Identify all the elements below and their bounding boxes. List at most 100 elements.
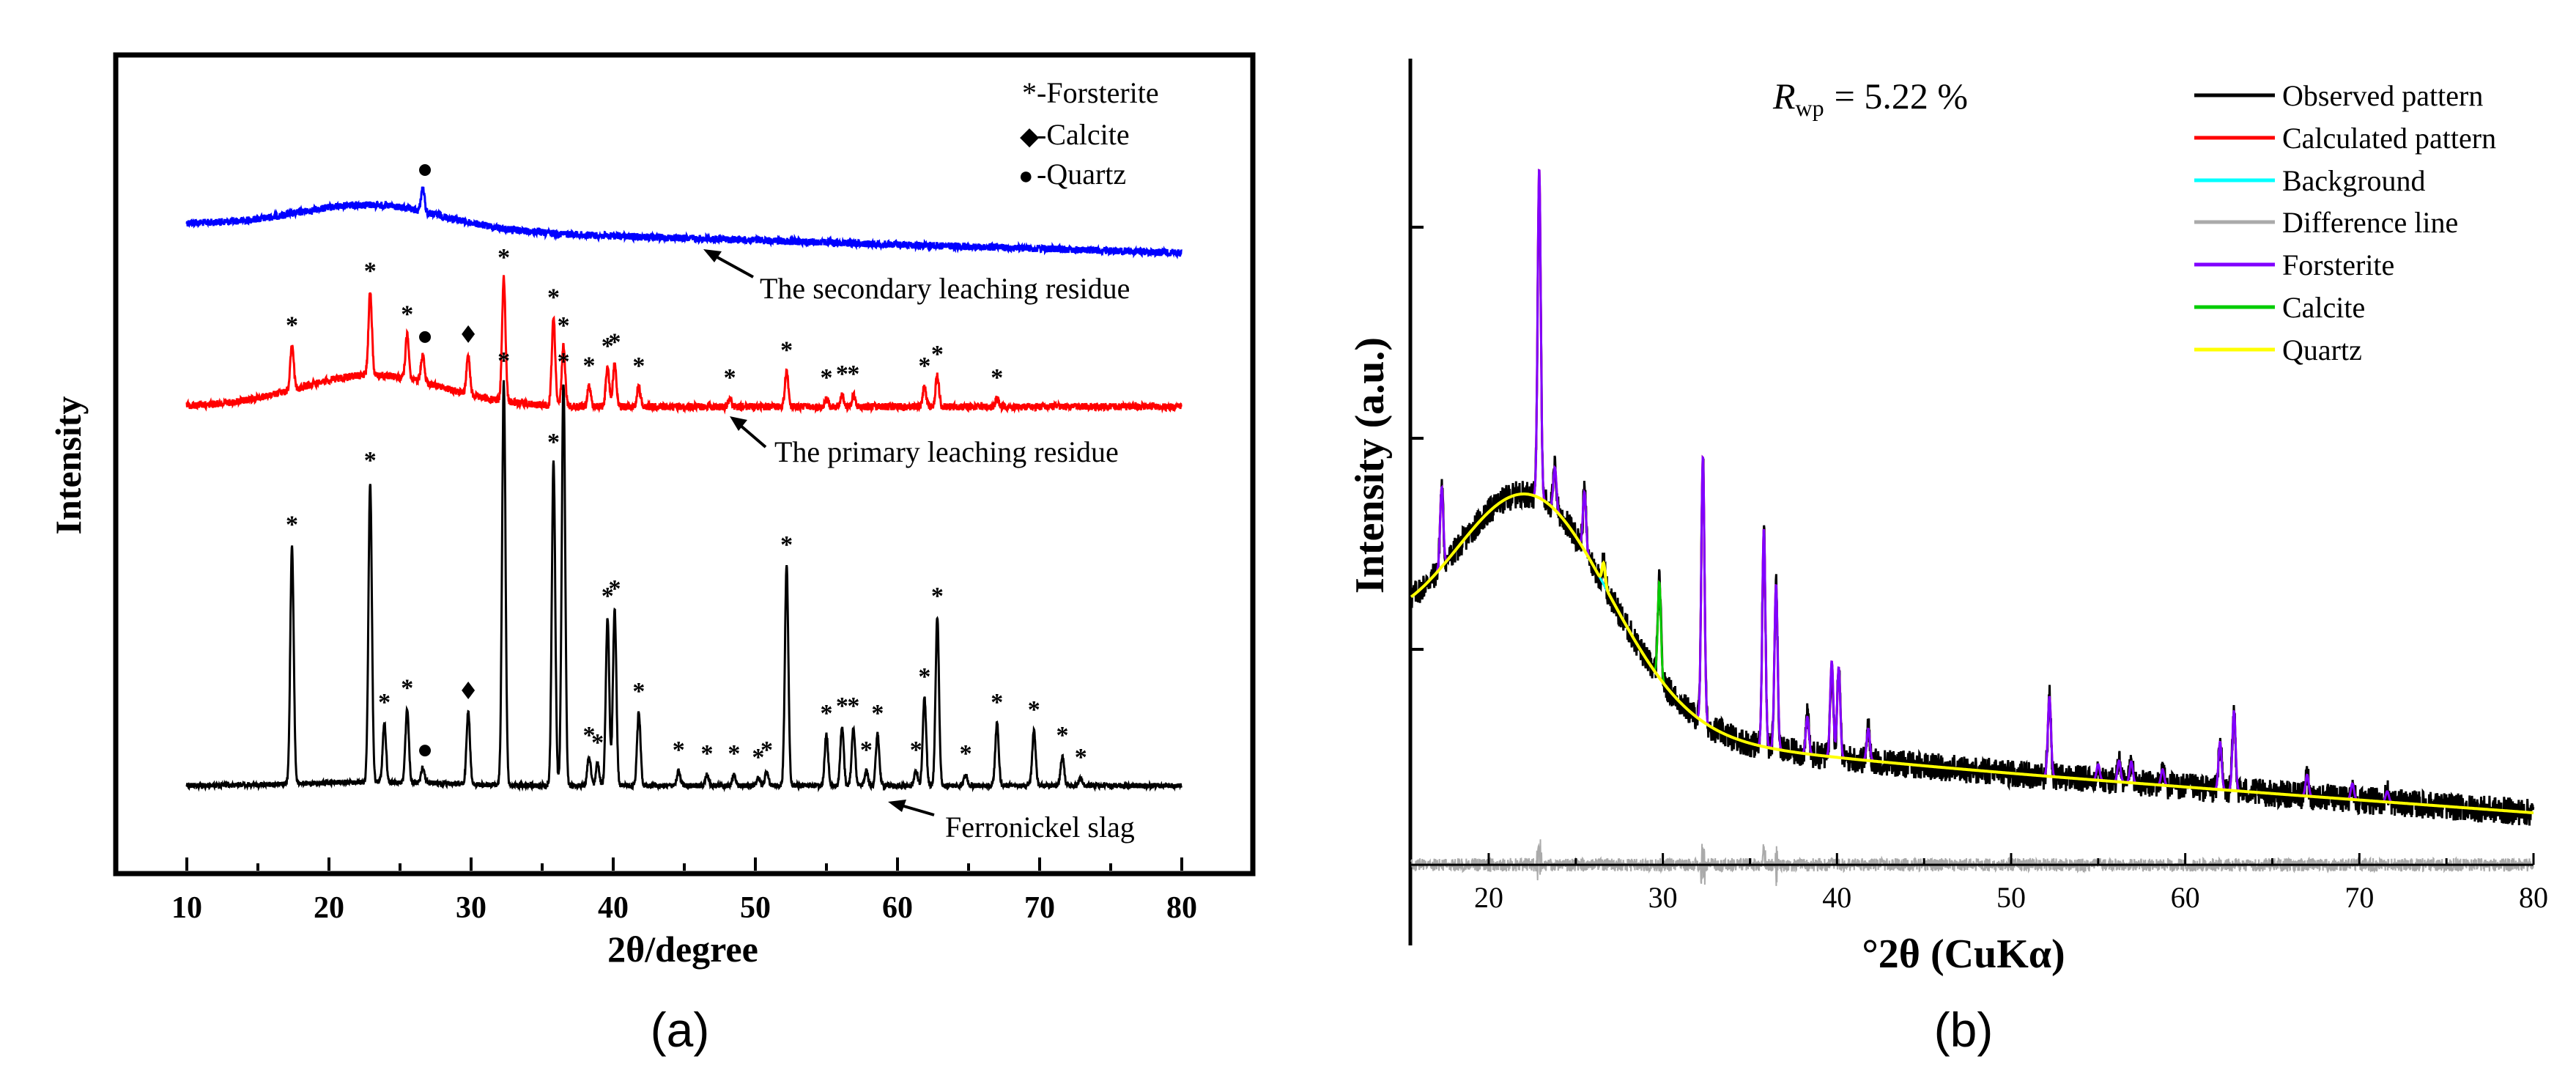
legend-a-forsterite-symbol: * xyxy=(1022,76,1037,109)
forsterite-peak-marker: * xyxy=(724,364,736,391)
forsterite-peak-marker: * xyxy=(558,312,570,339)
forsterite-peak-marker: * xyxy=(632,678,645,705)
rwp-symbol: R xyxy=(1772,75,1796,117)
x-tick-label-a: 20 xyxy=(314,891,344,925)
annotation-ferronickel-slag: Ferronickel slag xyxy=(945,811,1135,844)
panel-a: ********** *** ** * *************** * * **** ***… xyxy=(48,52,1256,1057)
plot-frame-a xyxy=(113,52,1256,877)
x-tick-label-b: 70 xyxy=(2344,881,2374,914)
forsterite-peak-marker: * xyxy=(1075,744,1087,771)
legend-b: Observed pattern Calculated pattern Back… xyxy=(2194,79,2496,366)
legend-a-quartz-label: -Quartz xyxy=(1037,158,1126,191)
calcite-peak-marker xyxy=(462,682,475,700)
panel-label-a: (a) xyxy=(651,1003,710,1057)
x-tick-label-a: 50 xyxy=(740,891,771,925)
legend-b-forsterite-label: Forsterite xyxy=(2282,248,2394,281)
forsterite-peak-marker: * xyxy=(931,341,944,368)
y-axis-label-a: Intensity xyxy=(48,396,89,535)
forsterite-peak-marker: * xyxy=(632,353,645,380)
calcite-peak-marker xyxy=(462,325,475,343)
forsterite-peak-marker: * xyxy=(558,348,570,375)
quartz-peak-marker xyxy=(419,745,432,757)
forsterite-peak-marker: * xyxy=(602,333,614,360)
forsterite-peak-marker: * xyxy=(728,740,740,767)
rwp-subscript: wp xyxy=(1796,95,1824,121)
forsterite-peak-marker: * xyxy=(497,244,510,271)
legend-a: * -Forsterite ◆ -Calcite ● -Quartz xyxy=(1018,76,1159,191)
forsterite-peak-marker: * xyxy=(701,740,714,767)
rwp-annotation: Rwp = 5.22 % xyxy=(1772,75,1968,121)
x-tick-label-b: 80 xyxy=(2519,881,2548,914)
forsterite-peak-marker: * xyxy=(991,689,1003,716)
arrowhead-secondary-residue xyxy=(703,249,722,262)
y-axis-label-b: Intensity (a.u.) xyxy=(1347,337,1393,594)
x-tick-label-a: 70 xyxy=(1024,891,1055,925)
forsterite-peak-marker: * xyxy=(591,729,604,756)
legend-b-calcite-label: Calcite xyxy=(2282,291,2365,324)
x-tick-label-b: 50 xyxy=(1996,881,2026,914)
quartz-peak-marker xyxy=(419,331,432,343)
chart-a-peak-markers: ********** *** ** * *************** * * **** ***… xyxy=(286,164,1087,771)
forsterite-peak-marker: * xyxy=(1056,722,1069,749)
legend-a-calcite-label: -Calcite xyxy=(1037,118,1130,151)
annotation-secondary-residue: The secondary leaching residue xyxy=(760,272,1130,305)
forsterite-peak-marker: * xyxy=(752,744,764,771)
forsterite-peak-marker: * xyxy=(608,328,621,355)
forsterite-peak-marker: * xyxy=(910,737,922,764)
panel-label-b: (b) xyxy=(1934,1003,1994,1057)
legend-a-quartz-symbol: ● xyxy=(1018,163,1034,190)
x-tick-label-a: 80 xyxy=(1166,891,1197,925)
forsterite-peak-marker: * xyxy=(401,675,413,702)
forsterite-peak-marker: * xyxy=(918,353,930,380)
series-line-the-primary-leaching-residue xyxy=(185,275,1182,415)
forsterite-peak-marker: * xyxy=(608,575,621,602)
x-axis-label-b: °2θ (CuKα) xyxy=(1862,931,2065,977)
difference-line xyxy=(1410,839,2534,886)
x-tick-label-b: 60 xyxy=(2171,881,2200,914)
forsterite-peak-marker: * xyxy=(547,284,560,311)
forsterite-peak-marker: * xyxy=(497,347,510,375)
forsterite-peak-marker: * xyxy=(931,583,944,610)
legend-b-quartz-label: Quartz xyxy=(2282,333,2362,366)
series-line-ferronickel-slag xyxy=(185,380,1182,793)
forsterite-peak-marker: * xyxy=(918,663,930,690)
observed-pattern-line xyxy=(1410,181,2535,826)
x-tick-label-b: 20 xyxy=(1474,881,1503,914)
forsterite-peak-marker: * xyxy=(673,737,685,764)
forsterite-peak-marker: * xyxy=(871,700,884,727)
forsterite-peak-marker: * xyxy=(860,737,873,764)
quartz-peak-marker xyxy=(419,164,432,177)
x-tick-label-b: 40 xyxy=(1822,881,1851,914)
series-line-the-secondary-leaching-residue xyxy=(185,186,1182,259)
quartz-line xyxy=(1410,492,2534,814)
forsterite-peak-marker: * xyxy=(378,689,391,716)
forsterite-peak-marker: * xyxy=(847,693,859,720)
legend-b-observed-label: Observed pattern xyxy=(2282,79,2483,112)
forsterite-peak-marker: * xyxy=(821,700,833,727)
forsterite-peak-marker: * xyxy=(780,531,793,558)
forsterite-peak-marker: * xyxy=(364,447,377,474)
legend-a-forsterite-label: -Forsterite xyxy=(1037,76,1159,109)
chart-a-x-axis-ticks: 10 20 30 40 50 60 70 80 xyxy=(171,857,1197,925)
legend-b-difference-label: Difference line xyxy=(2282,206,2458,239)
forsterite-peak-marker: * xyxy=(602,583,614,610)
forsterite-peak-marker: * xyxy=(1028,696,1040,723)
forsterite-peak-marker: * xyxy=(821,364,833,391)
forsterite-peak-marker: * xyxy=(286,511,298,538)
annotation-primary-residue: The primary leaching residue xyxy=(774,435,1119,468)
arrowhead-ferronickel-slag xyxy=(888,800,906,812)
forsterite-peak-marker: * xyxy=(847,361,859,388)
forsterite-peak-marker: * xyxy=(780,336,793,364)
forsterite-peak-marker: * xyxy=(286,312,298,339)
x-tick-label-a: 40 xyxy=(598,891,629,925)
x-tick-label-a: 30 xyxy=(456,891,486,925)
forsterite-peak-marker: * xyxy=(583,722,596,749)
legend-b-calculated-label: Calculated pattern xyxy=(2282,122,2496,155)
legend-a-calcite-symbol: ◆ xyxy=(1020,123,1040,150)
forsterite-peak-marker: * xyxy=(960,740,972,767)
x-tick-label-a: 10 xyxy=(171,891,202,925)
forsterite-peak-marker: * xyxy=(836,693,848,720)
chart-a-series-group xyxy=(185,186,1182,793)
x-axis-label-a: 2θ/degree xyxy=(607,929,758,970)
